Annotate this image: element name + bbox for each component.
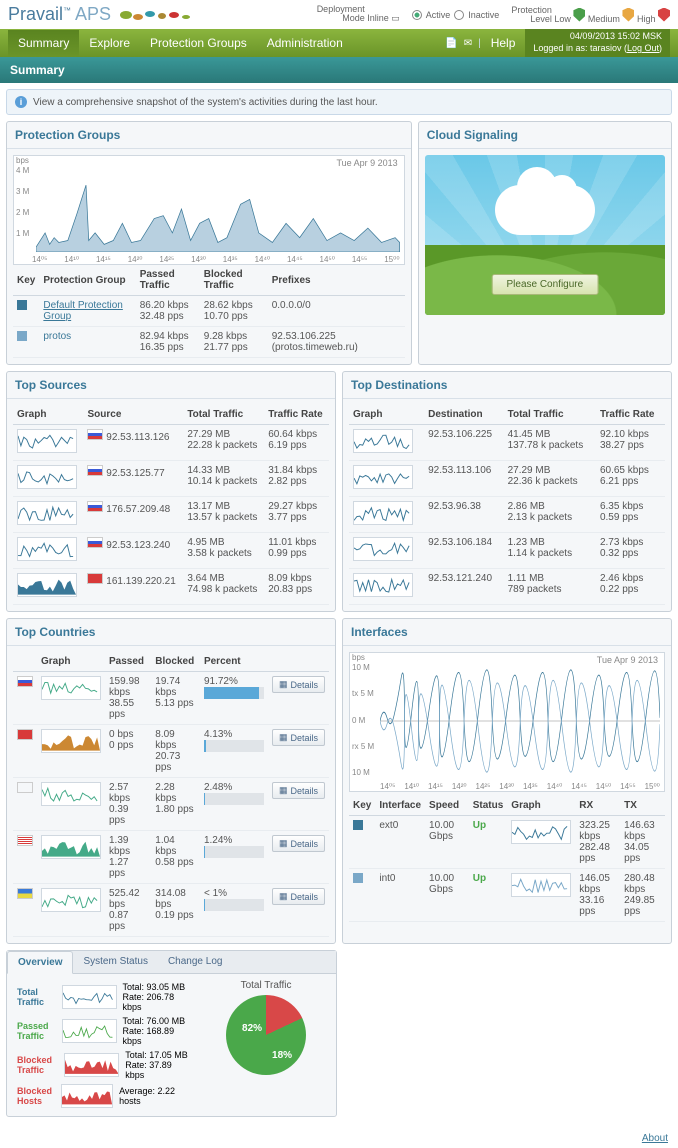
flag-icon: [87, 537, 103, 548]
shield-med-icon: [622, 8, 634, 22]
top-countries-panel: Top Countries GraphPassedBlockedPercent1…: [6, 618, 336, 944]
details-icon: ▦: [279, 785, 288, 796]
table-row: 92.53.121.2401.11 MB 789 packets2.46 kbp…: [349, 569, 665, 605]
shield-high-icon: [658, 8, 670, 22]
overview-row: Total TrafficTotal: 93.05 MB Rate: 206.7…: [13, 980, 192, 1014]
top-sources-panel: Top Sources GraphSourceTotal TrafficTraf…: [6, 371, 336, 612]
table-row: 92.53.106.1841.23 MB 1.14 k packets2.73 …: [349, 533, 665, 569]
tab-overview[interactable]: Overview: [7, 951, 73, 974]
table-row: 92.53.113.10627.29 MB 22.36 k packets60.…: [349, 461, 665, 497]
about-link[interactable]: About: [642, 1133, 668, 1144]
table-row: 92.53.96.382.86 MB 2.13 k packets6.35 kb…: [349, 497, 665, 533]
details-icon: ▦: [279, 732, 288, 743]
flag-icon: [17, 888, 33, 899]
interfaces-panel: Interfaces bps Tue Apr 9 2013 10 Mtx 5 M…: [342, 618, 672, 944]
table-row: int010.00 GbpsUp146.05 kbps 33.16 pps280…: [349, 869, 665, 922]
table-row: ext010.00 GbpsUp323.25 kbps 282.48 pps14…: [349, 816, 665, 869]
shield-low-icon: [573, 8, 585, 22]
total-traffic-label: Total Traffic: [202, 980, 330, 991]
overview-row: Blocked TrafficTotal: 17.05 MB Rate: 37.…: [13, 1048, 192, 1082]
details-button[interactable]: ▦ Details: [272, 835, 325, 852]
table-row: 1.39 kbps 1.27 pps1.04 kbps 0.58 pps1.24…: [13, 831, 329, 884]
table-row: 161.139.220.213.64 MB 74.98 k packets8.0…: [13, 569, 329, 605]
table-row: 2.57 kbps 0.39 pps2.28 kbps 1.80 pps2.48…: [13, 778, 329, 831]
tab-system-status[interactable]: System Status: [73, 951, 157, 973]
pg-chart: bps Tue Apr 9 2013 4 M3 M2 M1 M 14⁰⁵14¹⁰…: [13, 155, 405, 265]
header: Pravail™ APS Deployment Mode Inline ▭ Ac…: [0, 0, 678, 29]
logo: Pravail™ APS: [8, 4, 206, 25]
pie-chart: 82% 18%: [226, 995, 306, 1075]
top-dests-panel: Top Destinations GraphDestinationTotal T…: [342, 371, 672, 612]
countries-table: GraphPassedBlockedPercent159.98 kbps 38.…: [13, 652, 329, 937]
pdf-icon[interactable]: 📄: [445, 38, 457, 49]
table-row: 176.57.209.4813.17 MB 13.57 k packets29.…: [13, 497, 329, 533]
interfaces-table: KeyInterfaceSpeedStatusGraphRXTXext010.0…: [349, 796, 665, 922]
pg-link[interactable]: Default Protection Group: [43, 300, 123, 322]
table-row: 92.53.123.2404.95 MB 3.58 k packets11.01…: [13, 533, 329, 569]
subheader: Summary: [0, 57, 678, 83]
table-row: 92.53.106.22541.45 MB 137.78 k packets92…: [349, 425, 665, 461]
flag-icon: [17, 676, 33, 687]
overview-panel: OverviewSystem StatusChange Log Total Tr…: [6, 950, 337, 1117]
overview-row: Blocked HostsAverage: 2.22 hosts: [13, 1082, 192, 1110]
table-row: 0 bps 0 pps8.09 kbps 20.73 pps4.13%▦ Det…: [13, 725, 329, 778]
flag-icon: [87, 573, 103, 584]
active-toggle[interactable]: Active Inactive: [412, 10, 500, 20]
tab-change-log[interactable]: Change Log: [158, 951, 233, 973]
details-icon: ▦: [279, 838, 288, 849]
nav: SummaryExploreProtection GroupsAdministr…: [0, 29, 678, 57]
nav-administration[interactable]: Administration: [257, 30, 353, 56]
flag-icon: [87, 501, 103, 512]
info-icon: i: [15, 96, 27, 108]
protection-level: Protection Level Low Medium High: [511, 6, 670, 24]
dests-table: GraphDestinationTotal TrafficTraffic Rat…: [349, 405, 665, 605]
configure-button[interactable]: Please Configure: [491, 274, 598, 295]
overview-tabs: OverviewSystem StatusChange Log: [7, 951, 336, 974]
details-icon: ▦: [279, 679, 288, 690]
sources-table: GraphSourceTotal TrafficTraffic Rate 92.…: [13, 405, 329, 605]
flag-icon: [87, 429, 103, 440]
pg-link[interactable]: protos: [43, 331, 71, 342]
details-button[interactable]: ▦ Details: [272, 729, 325, 746]
details-icon: ▦: [279, 891, 288, 902]
cloud-scene: Please Configure: [425, 155, 665, 315]
deployment-mode: Deployment Mode Inline ▭: [317, 5, 400, 24]
cloud-panel: Cloud Signaling Please Configure: [418, 121, 672, 365]
details-button[interactable]: ▦ Details: [272, 676, 325, 693]
cloud-icon: [495, 185, 595, 235]
nav-summary[interactable]: Summary: [8, 30, 79, 56]
overview-row: Passed TrafficTotal: 76.00 MB Rate: 168.…: [13, 1014, 192, 1048]
details-button[interactable]: ▦ Details: [272, 782, 325, 799]
flag-icon: [17, 729, 33, 740]
pg-table: KeyProtection GroupPassed TrafficBlocked…: [13, 265, 405, 358]
interfaces-chart: bps Tue Apr 9 2013 10 Mtx 5 M0 Mrx 5 M10…: [349, 652, 665, 792]
table-row: Default Protection Group86.20 kbps 32.48…: [13, 296, 405, 327]
nav-protection-groups[interactable]: Protection Groups: [140, 30, 257, 56]
flag-icon: [17, 835, 33, 846]
table-row: 159.98 kbps 38.55 pps19.74 kbps 5.13 pps…: [13, 672, 329, 725]
logout-link[interactable]: Log Out: [627, 43, 659, 53]
mail-icon[interactable]: ✉: [464, 38, 472, 49]
help-link[interactable]: Help: [487, 34, 520, 52]
table-row: protos82.94 kbps 16.35 pps9.28 kbps 21.7…: [13, 327, 405, 358]
info-bar: i View a comprehensive snapshot of the s…: [6, 89, 672, 115]
inline-icon: ▭: [391, 13, 400, 23]
table-row: 92.53.113.12627.29 MB 22.28 k packets60.…: [13, 425, 329, 461]
table-row: 92.53.125.7714.33 MB 10.14 k packets31.8…: [13, 461, 329, 497]
flag-icon: [17, 782, 33, 793]
nav-explore[interactable]: Explore: [79, 30, 140, 56]
protection-groups-panel: Protection Groups bps Tue Apr 9 2013 4 M…: [6, 121, 412, 365]
details-button[interactable]: ▦ Details: [272, 888, 325, 905]
user-box: 04/09/2013 15:02 MSK Logged in as: taras…: [525, 29, 670, 56]
flag-icon: [87, 465, 103, 476]
table-row: 525.42 bps 0.87 pps314.08 bps 0.19 pps< …: [13, 884, 329, 937]
